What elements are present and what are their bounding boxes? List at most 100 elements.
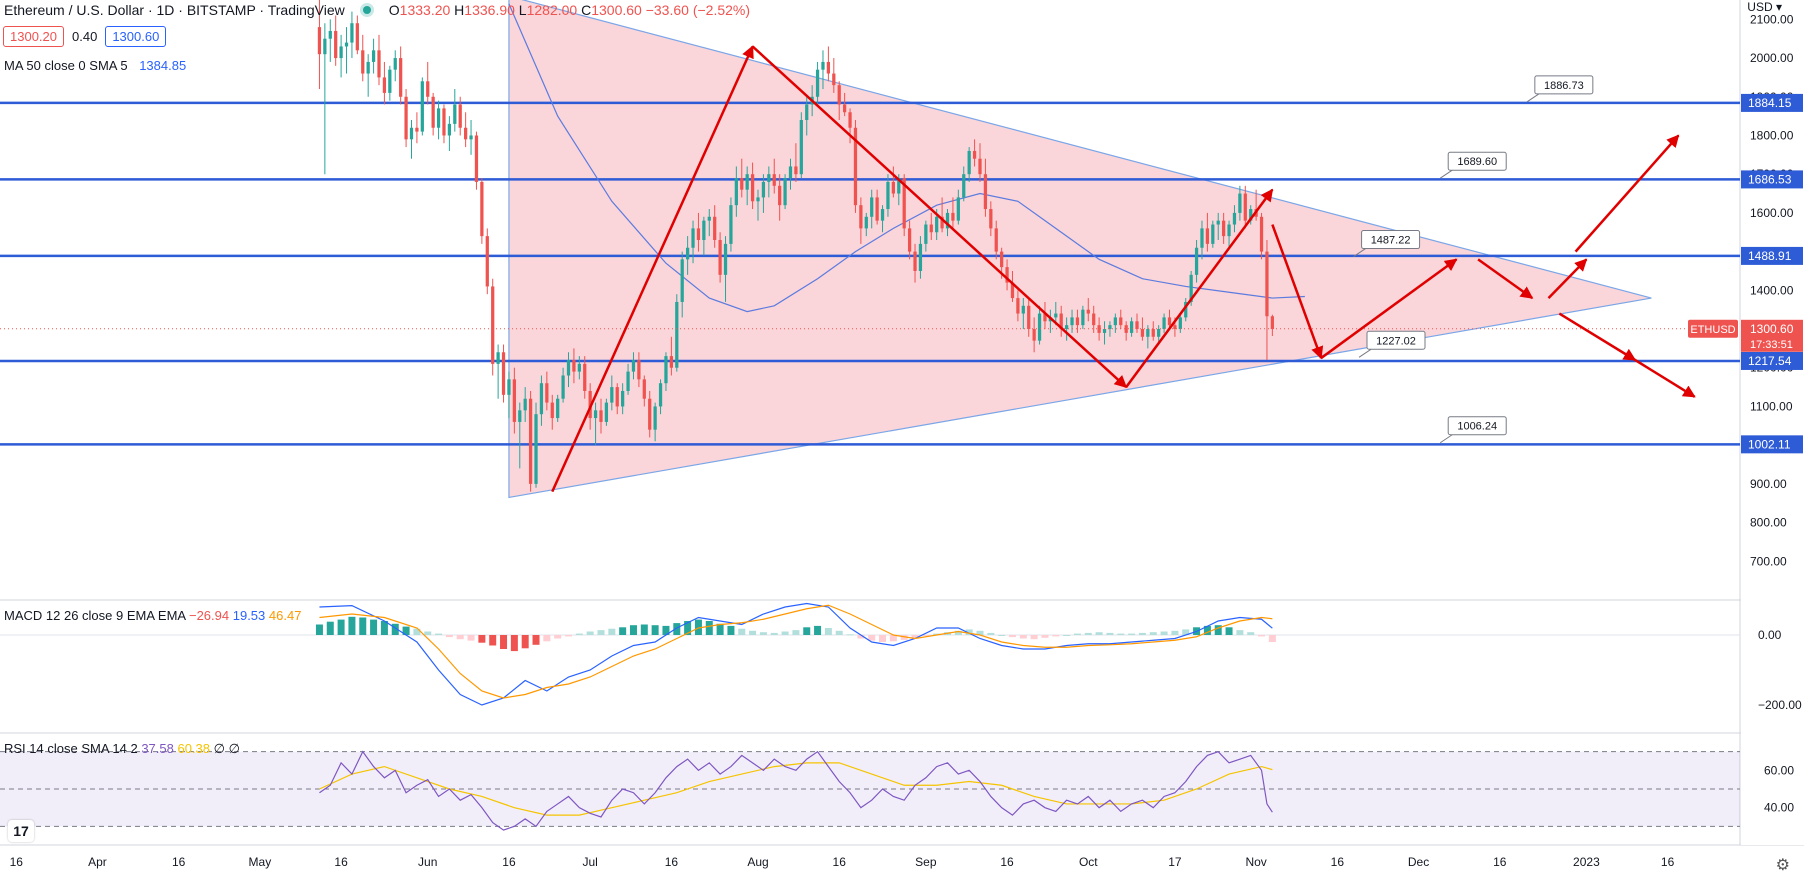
callout-pointer [1439, 169, 1453, 179]
candle-body [1043, 313, 1047, 322]
candle-body [745, 174, 749, 190]
symbol-title[interactable]: Ethereum / U.S. Dollar · 1D · BITSTAMP ·… [4, 2, 345, 18]
candle-body [599, 410, 603, 422]
candle-body [447, 123, 452, 136]
candle-body [480, 181, 484, 237]
macd-hist-bar [1247, 632, 1255, 635]
macd-hist-bar [1171, 630, 1179, 635]
high-value: 1336.90 [464, 2, 515, 18]
candle-body [837, 85, 841, 105]
candle-body [940, 216, 944, 229]
price-callouts: 1886.73 1689.60 1487.22 1227.02 1006.24 [1353, 75, 1594, 444]
candle-body [523, 398, 527, 411]
time-tick-label: 16 [10, 855, 24, 869]
trend-arrow [751, 45, 1128, 389]
candle-body [550, 402, 554, 419]
candle-body [702, 220, 706, 240]
candle-body [518, 410, 522, 422]
candle-body [501, 352, 506, 395]
macd-legend[interactable]: MACD 12 26 close 9 EMA EMA −26.94 19.53 … [4, 608, 301, 623]
candle-body [713, 216, 717, 240]
candle-body [740, 178, 744, 190]
macd-hist-bar [922, 635, 930, 636]
macd-hist-bar [716, 623, 724, 635]
macd-hist-bar [1117, 633, 1125, 635]
candle-body [431, 96, 435, 128]
candle-body [832, 73, 836, 86]
candle-body [382, 77, 387, 93]
ma-legend[interactable]: MA 50 close 0 SMA 5 1384.85 [4, 58, 186, 73]
gear-icon[interactable]: ⚙ [1775, 857, 1790, 874]
drawn-arrows [551, 45, 1696, 493]
rsi-line [319, 750, 1273, 831]
candle-body [875, 197, 879, 221]
candle-body [956, 197, 960, 221]
candle-body [615, 387, 619, 407]
candle-body [691, 228, 695, 248]
tradingview-logo-icon[interactable]: 17 [8, 820, 34, 842]
candle-body [1059, 313, 1063, 330]
macd-hist-bar [889, 635, 897, 642]
callout-box [1447, 151, 1507, 171]
callout-box [1447, 416, 1507, 436]
macd-hist-bar [575, 633, 583, 635]
candle-body [664, 356, 668, 384]
candle-body [989, 209, 993, 229]
trend-arrow [1271, 224, 1324, 360]
macd-hist-bar [933, 633, 941, 635]
time-tick-label: Apr [88, 855, 107, 869]
candle-body [1157, 329, 1161, 337]
macd-hist-bar [1041, 635, 1049, 638]
candle-body [458, 104, 462, 128]
callout-label: 1006.24 [1457, 421, 1497, 433]
candle-body [1189, 274, 1193, 302]
buy-price-button[interactable]: 1300.60 [105, 26, 167, 47]
trend-arrow [1634, 358, 1696, 398]
ma-line [508, 3, 1305, 313]
time-tick-label: Jul [582, 855, 597, 869]
candle-body [556, 398, 560, 419]
callout-pointer [1526, 93, 1540, 103]
level-price-label: 1884.15 [1748, 96, 1792, 110]
candle-body [918, 243, 923, 271]
trend-arrow [1574, 134, 1680, 253]
candle-body [696, 228, 701, 240]
trend-arrow [1547, 258, 1588, 299]
macd-hist-bar [1052, 635, 1060, 637]
macd-hist-bar [1095, 632, 1103, 635]
candle-body [924, 224, 928, 244]
rsi-legend[interactable]: RSI 14 close SMA 14 2 37.58 60.38 ∅ ∅ [4, 741, 240, 757]
trend-arrow [1320, 258, 1458, 360]
candle-body [1162, 317, 1166, 330]
macd-legend-label: MACD 12 26 close 9 EMA EMA [4, 608, 186, 623]
ma-legend-label: MA 50 close 0 SMA 5 [4, 58, 128, 73]
candle-body [1232, 212, 1237, 225]
candle-body [897, 178, 901, 194]
candle-body [734, 178, 738, 206]
candle-body [870, 197, 874, 217]
macd-hist-bar [586, 631, 594, 635]
candle-body [848, 112, 852, 128]
level-price-tag [1741, 93, 1803, 112]
currency-selector[interactable]: USD ▾ [1747, 0, 1782, 14]
level-price-tag [1741, 435, 1803, 454]
price-axis: 700.00800.00900.001000.001100.001200.001… [1741, 0, 1804, 845]
time-tick-label: May [249, 855, 272, 869]
candle-body [1194, 247, 1199, 275]
macd-hist-bar [478, 635, 486, 643]
candle-body [1178, 317, 1182, 330]
candle-body [994, 228, 998, 252]
candle-body [626, 371, 630, 391]
candle-body [442, 108, 446, 136]
grid-lines [0, 0, 1804, 846]
rsi-extra-value: ∅ ∅ [213, 741, 240, 756]
level-price-label: 1488.91 [1748, 249, 1792, 263]
candle-body [815, 69, 820, 97]
candle-body [539, 383, 544, 415]
macd-hist-bar [380, 621, 388, 635]
candle-body [339, 46, 343, 59]
callout-box [1366, 330, 1426, 350]
sell-price-button[interactable]: 1300.20 [3, 26, 64, 47]
level-price-tag [1741, 246, 1803, 265]
